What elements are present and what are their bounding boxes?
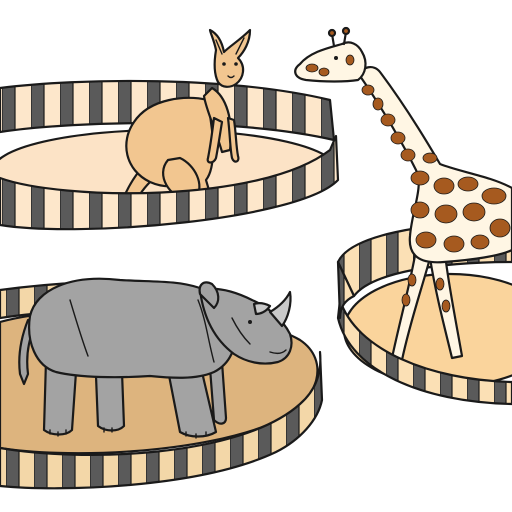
- giraffe-body: [358, 66, 512, 264]
- kangaroo-ear-detail: [215, 37, 245, 55]
- rhino-ear: [198, 281, 220, 310]
- kangaroo-nose: [227, 75, 235, 79]
- rhino-mouth: [269, 349, 287, 355]
- giraffe-ossicone-tip-right: [341, 26, 351, 36]
- kangaroo-eye-right: [234, 62, 238, 66]
- giraffe-pen-left-wall: [336, 260, 356, 320]
- rhinoceros: [18, 277, 293, 439]
- kangaroo-right-arm: [226, 116, 240, 163]
- giraffe: [294, 26, 512, 362]
- giraffe-spots: [305, 54, 511, 313]
- kangaroo-pen: [0, 28, 340, 231]
- rhino-toes: [49, 427, 207, 439]
- rhino-head: [198, 287, 293, 365]
- rhino-skin-folds: [69, 299, 251, 363]
- rhino-eye: [248, 320, 252, 324]
- rhino-pen-front-wall: [0, 350, 324, 490]
- kangaroo-eye-left: [222, 62, 226, 66]
- rhino-pen: [0, 277, 324, 490]
- giraffe-head: [294, 41, 367, 83]
- kangaroo-pen-front-wall: [0, 134, 340, 231]
- rhino-rear-horn: [252, 302, 272, 316]
- giraffe-ossicone-tip-left: [327, 28, 337, 38]
- giraffe-eye: [334, 56, 338, 60]
- kangaroo-left-arm: [206, 116, 224, 164]
- kangaroo-head: [208, 28, 252, 88]
- giraffe-pen: [294, 26, 512, 406]
- rhino-front-horn: [268, 290, 292, 328]
- giraffe-pen-front-wall: [336, 298, 512, 406]
